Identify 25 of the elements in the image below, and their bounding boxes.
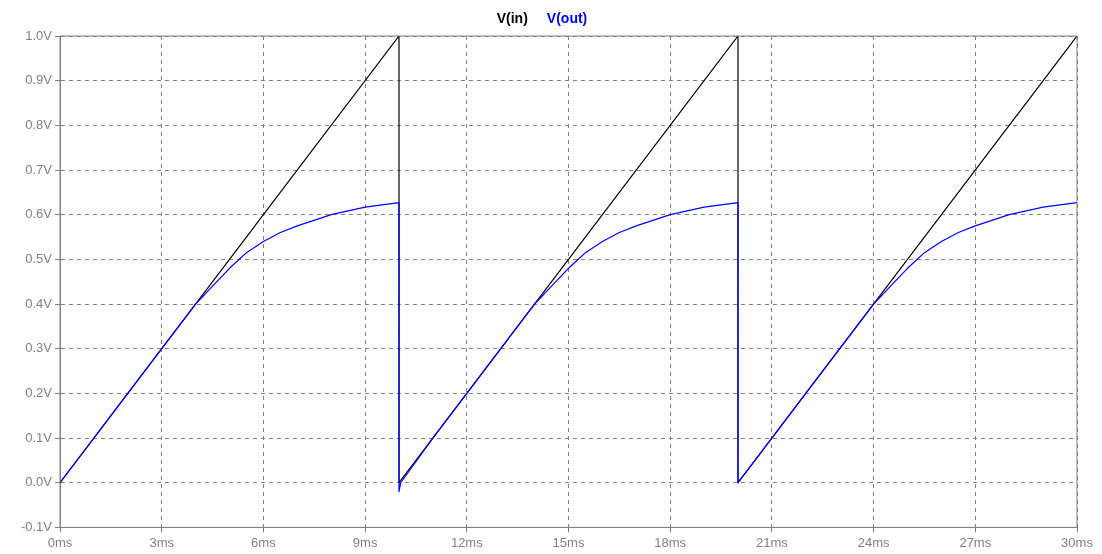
y-tick-label: -0.1V — [20, 518, 53, 534]
x-tick-label: 24ms — [857, 534, 890, 550]
x-tick-label: 3ms — [149, 534, 175, 550]
x-tick-label: 21ms — [756, 534, 789, 550]
x-tick-label: 0ms — [47, 534, 73, 550]
y-tick-label: 0.8V — [25, 116, 53, 132]
x-tick-label: 15ms — [552, 534, 585, 550]
y-tick-label: 0.7V — [25, 161, 53, 177]
y-tick-label: 0.3V — [25, 340, 53, 356]
x-tick-label: 18ms — [654, 534, 687, 550]
y-tick-label: 0.1V — [25, 429, 53, 445]
y-tick-label: 0.5V — [25, 250, 53, 266]
y-tick-label: 1.0V — [25, 27, 53, 43]
y-tick-label: 0.9V — [25, 72, 53, 88]
x-tick-label: 12ms — [450, 534, 484, 550]
y-tick-label: 0.2V — [25, 384, 53, 400]
text: V(in) — [496, 9, 528, 26]
text: V(out) — [546, 9, 588, 26]
x-tick-label: 30ms — [1061, 534, 1094, 550]
y-tick-label: 0.4V — [25, 295, 53, 311]
x-tick-label: 6ms — [251, 534, 277, 550]
x-tick-label: 9ms — [352, 534, 378, 550]
y-tick-label: 0.0V — [25, 474, 53, 490]
y-tick-label: 0.6V — [25, 206, 53, 222]
x-tick-label: 27ms — [959, 534, 992, 550]
